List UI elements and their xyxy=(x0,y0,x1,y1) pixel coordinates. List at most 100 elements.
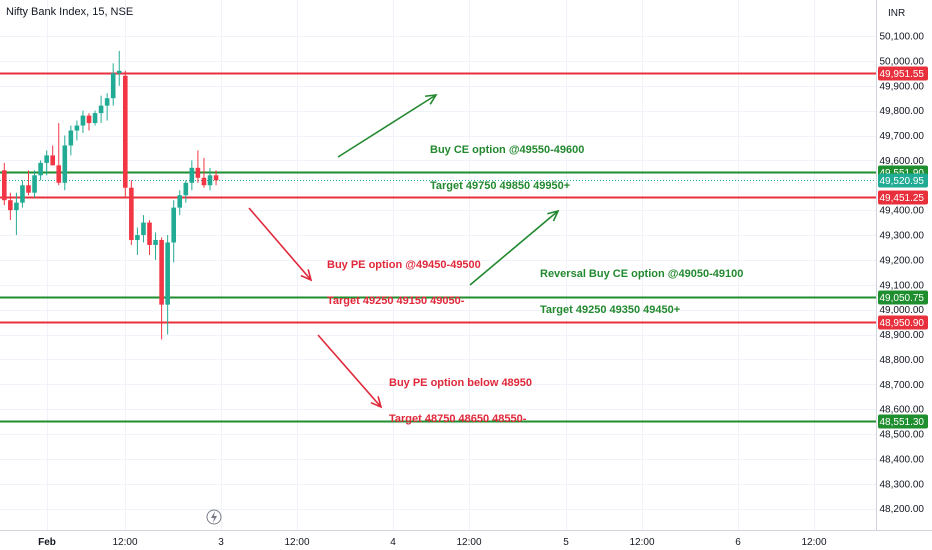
level-price-label: 49,951.55 xyxy=(880,69,925,80)
candle-body xyxy=(32,175,37,193)
candle xyxy=(74,120,80,141)
candle xyxy=(38,160,43,181)
time-tick-label: 4 xyxy=(390,537,396,548)
candle xyxy=(177,190,183,216)
candle-body xyxy=(14,202,19,211)
price-tick-label: 48,300.00 xyxy=(880,479,925,490)
annotation-line: Reversal Buy CE option @49050-49100 xyxy=(540,268,744,280)
arrow-shaft xyxy=(317,334,382,408)
candle xyxy=(56,123,62,186)
candle-body xyxy=(147,222,152,245)
candle xyxy=(62,135,68,191)
candle-body xyxy=(38,162,43,176)
candle-body xyxy=(8,200,13,211)
symbol-title[interactable]: Nifty Bank Index, 15, NSE xyxy=(6,6,134,18)
currency-label[interactable]: INR xyxy=(888,8,906,19)
candle xyxy=(213,170,219,186)
candle-body xyxy=(129,187,134,240)
time-axis[interactable]: Feb 12:00 3 12:00 4 12:00 5 12:00 6 12:00 xyxy=(38,537,827,548)
candle-body xyxy=(26,185,31,193)
candle xyxy=(80,110,86,134)
price-tick-label: 48,700.00 xyxy=(880,380,925,391)
candle xyxy=(32,170,37,198)
candle xyxy=(147,220,152,255)
candle-body xyxy=(165,242,170,305)
candle xyxy=(207,167,213,191)
price-tick-label: 48,200.00 xyxy=(880,504,925,515)
time-tick-label: 6 xyxy=(735,537,741,548)
candle xyxy=(135,227,140,255)
level-price-label: 48,551.30 xyxy=(880,417,925,428)
candles xyxy=(2,50,219,340)
candle-body xyxy=(183,182,189,196)
annotation-arrow xyxy=(317,334,383,409)
candle xyxy=(92,110,98,126)
candle-body xyxy=(104,98,110,106)
candle-body xyxy=(141,222,146,235)
candle xyxy=(20,180,25,208)
annotation-arrow xyxy=(337,94,438,158)
annotation-line: Target 49750 49850 49950+ xyxy=(430,180,571,192)
arrow-head xyxy=(370,396,383,409)
level-price-label: 48,950.90 xyxy=(880,318,925,329)
candle xyxy=(165,235,170,335)
candle-body xyxy=(20,185,25,203)
price-tick-label: 49,700.00 xyxy=(880,131,925,142)
candle xyxy=(68,125,74,156)
candle xyxy=(123,70,128,198)
candle xyxy=(86,113,92,131)
price-tick-label: 50,000.00 xyxy=(880,56,925,67)
annotation-arrow xyxy=(248,207,313,282)
candle xyxy=(195,150,201,183)
price-tick-label: 49,300.00 xyxy=(880,231,925,242)
annotation-reversal-buy-ce: Reversal Buy CE option @49050-49100 Targ… xyxy=(540,244,743,328)
price-tick-label: 48,600.00 xyxy=(880,405,925,416)
candle-body xyxy=(80,115,86,126)
candle-body xyxy=(44,155,49,163)
candle xyxy=(201,157,207,188)
annotation-buy-ce: Buy CE option @49550-49600 Target 49750 … xyxy=(430,120,584,204)
price-tick-label: 49,100.00 xyxy=(880,280,925,291)
price-tick-label: 49,200.00 xyxy=(880,255,925,266)
candle-body xyxy=(110,73,116,99)
candle-body xyxy=(153,239,158,245)
price-tick-label: 49,800.00 xyxy=(880,106,925,117)
price-axis[interactable]: 50,100.00 50,000.00 49,900.00 49,800.00 49,7… xyxy=(880,32,925,516)
candle xyxy=(110,63,116,106)
candle-body xyxy=(201,177,207,186)
candle xyxy=(44,150,49,176)
candle xyxy=(50,145,55,166)
candle-body xyxy=(123,75,128,188)
level-price-tag xyxy=(878,315,928,330)
arrow-shaft xyxy=(337,94,437,158)
price-axis-labels: 49,951.5549,551.9049,451.2549,050.7548,9… xyxy=(878,66,928,429)
level-price-tag xyxy=(878,290,928,305)
level-price-label: 49,050.75 xyxy=(880,293,925,304)
level-price-label: 49,451.25 xyxy=(880,193,925,204)
annotation-buy-pe-below: Buy PE option below 48950 Target 48750 4… xyxy=(389,353,532,437)
arrow-head xyxy=(547,209,560,222)
candle-body xyxy=(56,165,62,183)
time-tick-label: 3 xyxy=(218,537,224,548)
candle-body xyxy=(50,155,55,166)
candle xyxy=(141,215,146,243)
time-tick-label: 12:00 xyxy=(112,537,137,548)
time-tick-label: 5 xyxy=(563,537,569,548)
candle-body xyxy=(213,175,219,181)
time-tick-label: 12:00 xyxy=(629,537,654,548)
candle xyxy=(26,170,31,196)
lightning-icon[interactable] xyxy=(206,509,222,525)
time-tick-label: 12:00 xyxy=(801,537,826,548)
level-price-tag xyxy=(878,190,928,205)
candle xyxy=(116,50,122,86)
candle xyxy=(14,192,19,235)
price-tick-label: 50,100.00 xyxy=(880,32,925,43)
candle-body xyxy=(159,239,164,305)
price-tick-label: 49,900.00 xyxy=(880,81,925,92)
candle-body xyxy=(135,235,140,240)
annotation-arrow xyxy=(469,209,560,286)
annotation-line: Target 48750 48650 48550- xyxy=(389,413,527,425)
time-tick-label: Feb xyxy=(38,537,56,548)
candle xyxy=(153,232,158,260)
